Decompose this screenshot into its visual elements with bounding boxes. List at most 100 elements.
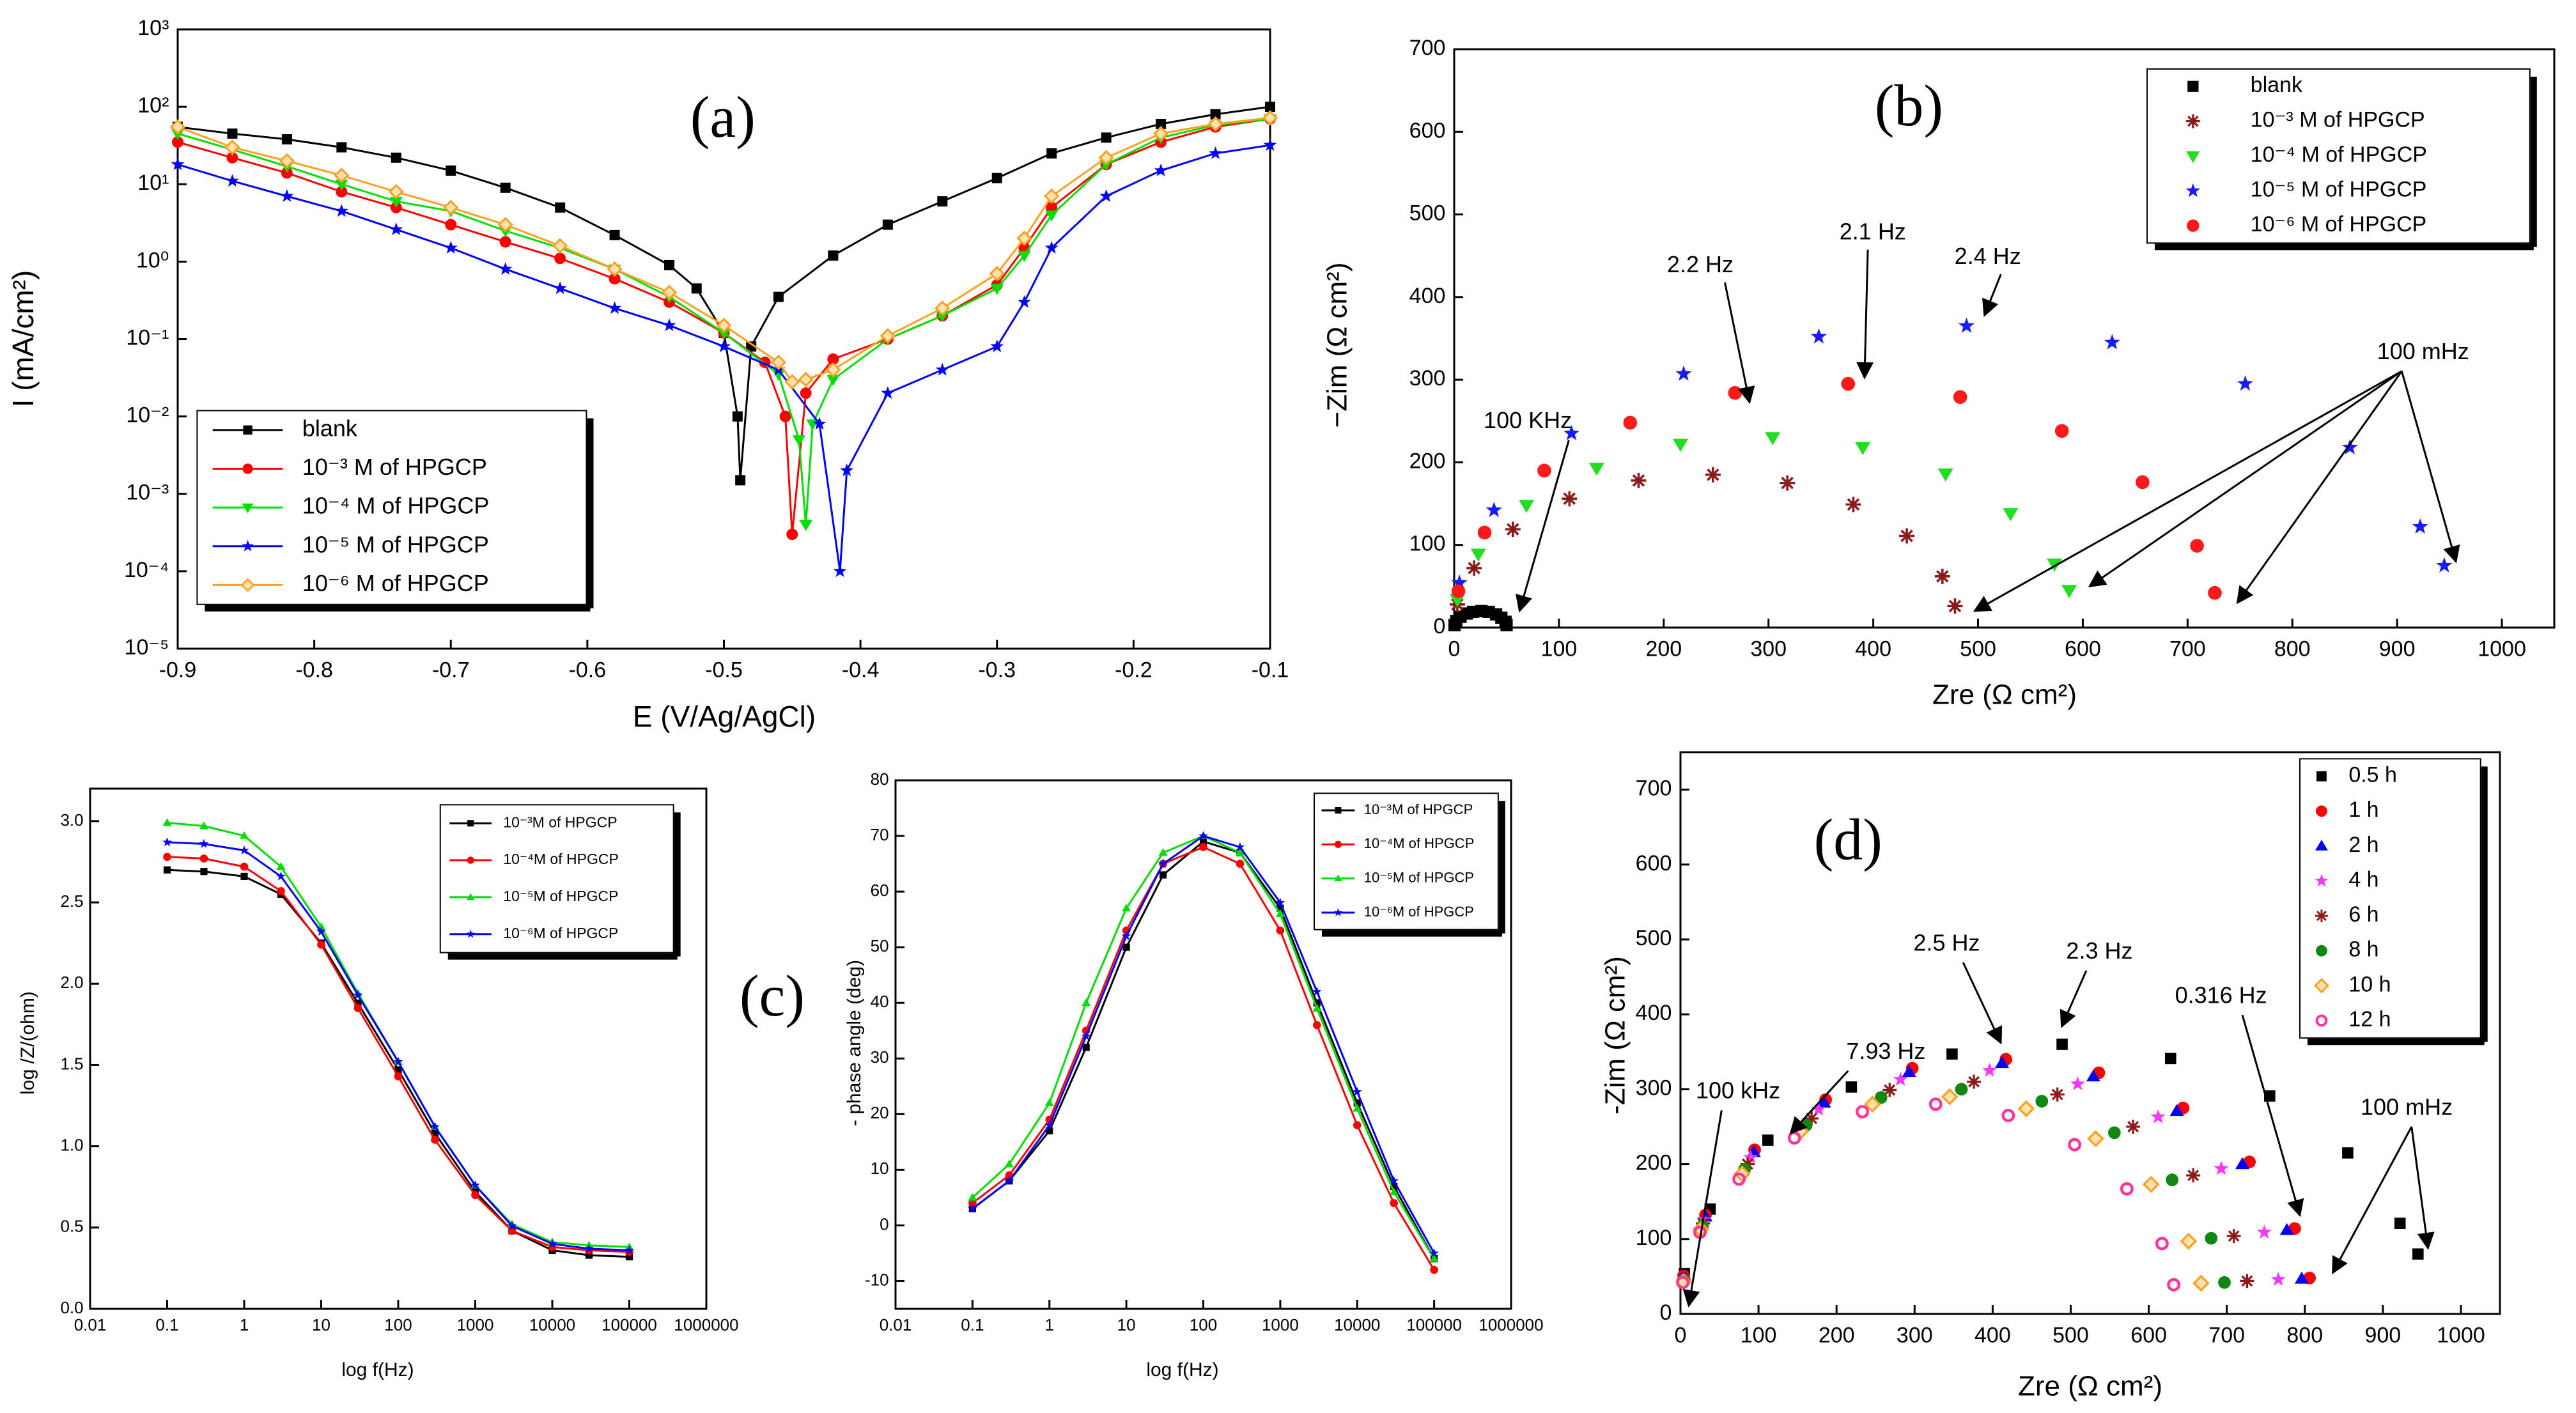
marker xyxy=(1236,860,1245,868)
marker xyxy=(1429,1254,1439,1262)
marker xyxy=(2155,1237,2169,1251)
marker xyxy=(2313,978,2329,994)
legend-label: 10⁻⁶ M of HPGCP xyxy=(2251,212,2427,236)
marker xyxy=(2164,1053,2176,1065)
y-tick-label: 60 xyxy=(871,881,889,900)
marker xyxy=(2003,508,2019,521)
y-tick-label: 10⁻² xyxy=(126,403,169,428)
y-tick-label: 10⁻¹ xyxy=(126,325,169,350)
legend-label: 6 h xyxy=(2348,902,2378,927)
marker xyxy=(2436,557,2453,573)
x-tick-label: 100000 xyxy=(601,1315,657,1334)
chart-panel: 0 100 200 300 400 500 600 700 800 900 1000 0 100 200 3… xyxy=(1600,751,2501,1402)
y-tick-label: 2.5 xyxy=(60,892,83,911)
marker xyxy=(989,266,1005,282)
marker xyxy=(1152,126,1169,142)
marker xyxy=(1082,998,1091,1007)
marker xyxy=(1882,1083,1897,1097)
y-tick-label: 2.0 xyxy=(60,973,83,992)
marker xyxy=(162,837,172,847)
x-tick-label: -0.7 xyxy=(432,658,470,683)
marker xyxy=(336,142,347,153)
marker xyxy=(1389,1187,1399,1196)
marker xyxy=(1099,189,1113,202)
marker xyxy=(1780,475,1796,491)
marker xyxy=(662,318,676,332)
x-tick-label: 1000 xyxy=(2437,1324,2485,1348)
marker xyxy=(2235,1157,2250,1170)
marker xyxy=(2342,1147,2354,1159)
marker xyxy=(2226,1229,2241,1244)
x-tick-label: 800 xyxy=(2286,1324,2323,1348)
y-axis-label: I (mA/cm²) xyxy=(6,270,40,408)
marker xyxy=(2341,439,2358,454)
annotation-arrow xyxy=(1682,1110,1723,1308)
marker xyxy=(2120,1182,2134,1196)
marker xyxy=(199,854,208,863)
marker xyxy=(2218,1276,2231,1289)
y-tick-label: 3.0 xyxy=(60,810,83,830)
marker xyxy=(2017,1100,2035,1118)
y-tick-label: 30 xyxy=(871,1047,889,1067)
legend-label: 10⁻³M of HPGCP xyxy=(503,814,617,830)
marker xyxy=(1762,1134,1774,1146)
marker xyxy=(1333,908,1342,916)
y-tick-label: 70 xyxy=(871,825,889,844)
marker xyxy=(199,838,209,848)
x-tick-label: 100 xyxy=(1741,1324,1777,1348)
marker xyxy=(242,539,254,552)
y-tick-label: 200 xyxy=(1409,449,1446,473)
marker xyxy=(2190,539,2204,553)
x-axis-label: log f(Hz) xyxy=(1146,1359,1218,1380)
y-tick-label: 20 xyxy=(871,1103,889,1122)
marker xyxy=(2050,1087,2065,1102)
marker xyxy=(277,886,285,895)
x-tick-label: 500 xyxy=(2052,1324,2089,1348)
annotation-arrow xyxy=(2088,370,2403,588)
marker xyxy=(1817,1095,1831,1108)
annotation-arrow xyxy=(1973,370,2403,612)
marker xyxy=(584,1244,594,1253)
y-tick-label: 600 xyxy=(1409,118,1446,143)
marker xyxy=(1675,365,1692,381)
x-tick-label: 1000 xyxy=(1262,1315,1299,1334)
annotation-arrow xyxy=(1789,1070,1849,1135)
marker xyxy=(2035,1095,2049,1108)
x-tick-label: 1000 xyxy=(2478,637,2526,661)
x-tick-label: 900 xyxy=(2364,1324,2401,1348)
marker xyxy=(2412,1248,2424,1260)
annotation-arrow xyxy=(1962,962,2003,1045)
marker xyxy=(240,831,249,839)
x-tick-label: -0.1 xyxy=(1252,658,1289,683)
marker xyxy=(1563,425,1580,440)
legend-label: 0.5 h xyxy=(2348,763,2397,787)
marker xyxy=(2166,1173,2179,1187)
marker xyxy=(1312,1003,1322,1012)
annotation-arrow xyxy=(2241,1014,2304,1217)
marker xyxy=(2316,805,2327,817)
marker xyxy=(2205,1232,2218,1245)
marker xyxy=(354,1000,362,1007)
y-tick-label: 0.0 xyxy=(60,1298,83,1317)
legend-label: 10⁻⁵ M of HPGCP xyxy=(2251,178,2427,202)
marker xyxy=(1804,1111,1819,1126)
marker xyxy=(2061,585,2077,598)
series-line xyxy=(177,144,1271,572)
marker xyxy=(444,241,458,254)
marker xyxy=(242,463,253,474)
marker xyxy=(1389,1176,1399,1185)
marker xyxy=(431,1136,439,1144)
marker xyxy=(608,301,622,314)
marker xyxy=(499,236,511,248)
marker xyxy=(732,411,743,422)
x-tick-label: 1000000 xyxy=(674,1315,738,1334)
y-tick-label: 700 xyxy=(1409,36,1446,60)
marker xyxy=(828,250,839,261)
legend-box xyxy=(439,804,674,954)
marker xyxy=(1874,1091,1888,1104)
marker xyxy=(1451,575,1468,590)
y-tick-label: 600 xyxy=(1636,851,1672,876)
marker xyxy=(162,818,172,826)
marker xyxy=(773,291,784,302)
marker xyxy=(1995,1056,2010,1069)
